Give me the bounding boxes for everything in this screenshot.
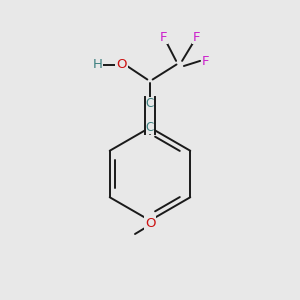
Text: H: H (93, 58, 102, 71)
Text: F: F (193, 31, 200, 44)
Text: C: C (146, 97, 154, 110)
Text: O: O (116, 58, 127, 71)
Text: F: F (160, 31, 167, 44)
Text: C: C (146, 121, 154, 134)
Text: O: O (145, 217, 155, 230)
Text: F: F (202, 55, 209, 68)
